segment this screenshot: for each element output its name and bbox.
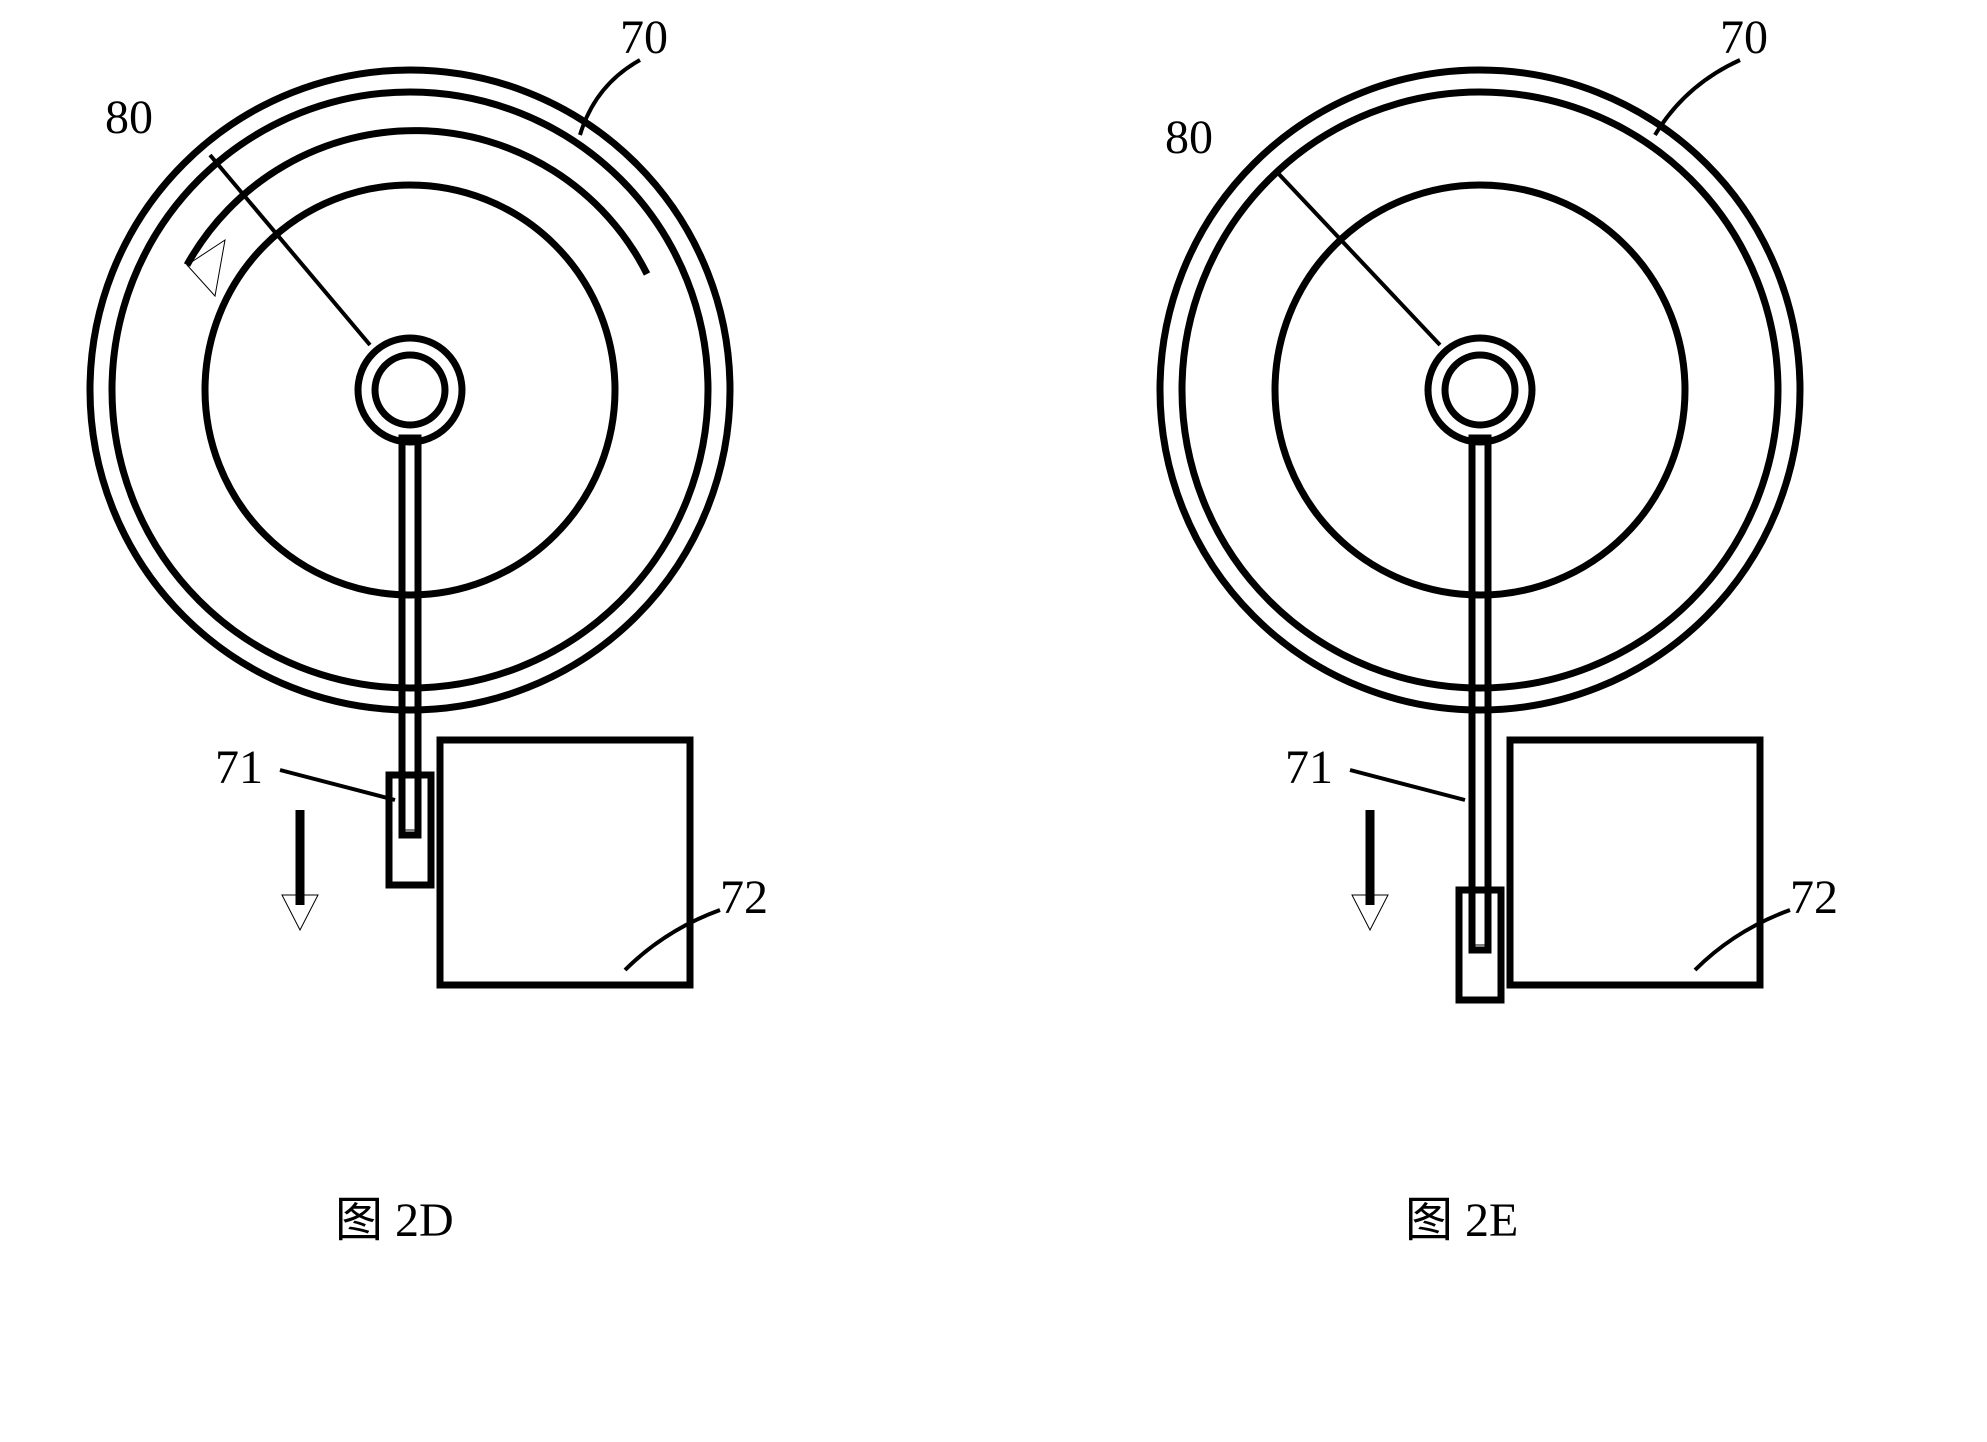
hub-inner bbox=[375, 355, 445, 425]
arm bbox=[1472, 438, 1488, 950]
label-80: 80 bbox=[105, 90, 153, 145]
caption-2e: 图 2E bbox=[1405, 1180, 1518, 1250]
label-70: 70 bbox=[620, 10, 668, 65]
label-70: 70 bbox=[1720, 10, 1768, 65]
outer-ring-outer bbox=[90, 70, 730, 710]
label-71: 71 bbox=[215, 740, 263, 795]
hub-inner bbox=[1445, 355, 1515, 425]
label-72: 72 bbox=[720, 870, 768, 925]
leader-71 bbox=[280, 770, 395, 800]
inner-disc bbox=[205, 185, 615, 595]
label-80: 80 bbox=[1165, 110, 1213, 165]
leader-71 bbox=[1350, 770, 1465, 800]
leader-80 bbox=[210, 155, 370, 345]
leader-70 bbox=[1655, 60, 1740, 135]
caption-2d: 图 2D bbox=[335, 1180, 454, 1250]
figure-2e: 70 80 71 72 图 2E bbox=[1070, 0, 1970, 1300]
label-71: 71 bbox=[1285, 740, 1333, 795]
figure-2d: 70 80 71 72 图 2D bbox=[0, 0, 900, 1300]
label-72: 72 bbox=[1790, 870, 1838, 925]
inner-disc bbox=[1275, 185, 1685, 595]
leader-72 bbox=[625, 910, 720, 970]
rotation-arrow-head bbox=[187, 240, 225, 296]
outer-ring-outer bbox=[1160, 70, 1800, 710]
leader-72 bbox=[1695, 910, 1790, 970]
outer-ring-inner bbox=[112, 92, 708, 688]
figure-2d-svg bbox=[0, 0, 900, 1300]
outer-ring-inner bbox=[1182, 92, 1778, 688]
figure-2e-svg bbox=[1070, 0, 1970, 1300]
